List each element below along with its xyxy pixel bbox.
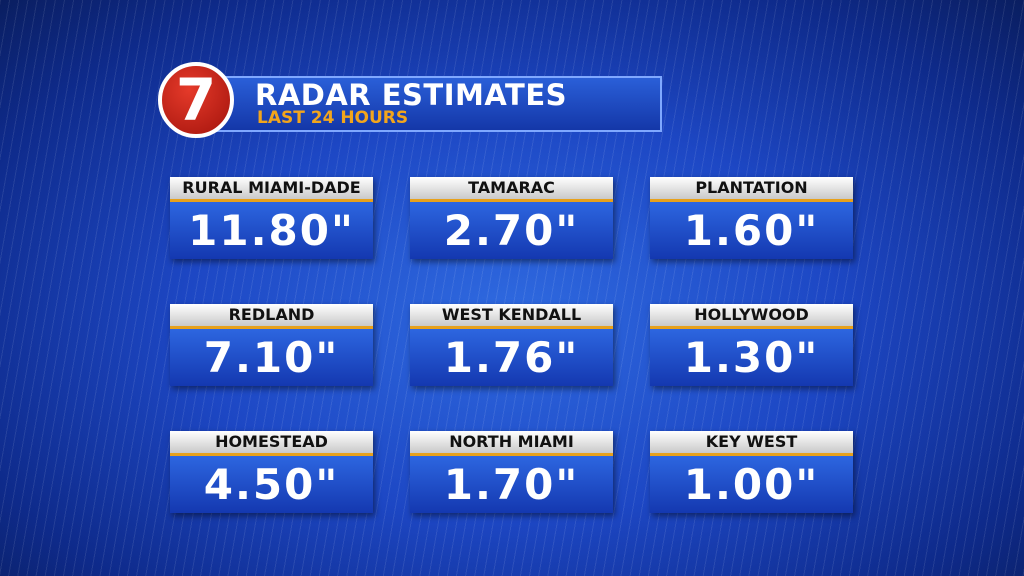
- location-name: PLANTATION: [650, 177, 853, 202]
- location-name: REDLAND: [170, 304, 373, 329]
- location-name: KEY WEST: [650, 431, 853, 456]
- location-tile: HOMESTEAD 4.50": [170, 431, 373, 513]
- rain-amount: 11.80": [170, 202, 373, 259]
- location-name: RURAL MIAMI-DADE: [170, 177, 373, 202]
- location-tile: HOLLYWOOD 1.30": [650, 304, 853, 386]
- title: RADAR ESTIMATES: [255, 78, 568, 112]
- location-tile: RURAL MIAMI-DADE 11.80": [170, 177, 373, 259]
- location-tile: NORTH MIAMI 1.70": [410, 431, 613, 513]
- rain-amount: 1.76": [410, 329, 613, 386]
- rain-amount: 1.70": [410, 456, 613, 513]
- rain-amount: 2.70": [410, 202, 613, 259]
- location-name: HOLLYWOOD: [650, 304, 853, 329]
- location-tile: WEST KENDALL 1.76": [410, 304, 613, 386]
- rain-amount: 1.60": [650, 202, 853, 259]
- location-tile: REDLAND 7.10": [170, 304, 373, 386]
- header-bar: [190, 76, 662, 132]
- location-tile: KEY WEST 1.00": [650, 431, 853, 513]
- location-name: WEST KENDALL: [410, 304, 613, 329]
- station-logo: 7: [158, 62, 234, 138]
- location-name: HOMESTEAD: [170, 431, 373, 456]
- location-name: NORTH MIAMI: [410, 431, 613, 456]
- location-tile: TAMARAC 2.70": [410, 177, 613, 259]
- rain-amount: 1.30": [650, 329, 853, 386]
- subtitle: LAST 24 HOURS: [257, 108, 409, 128]
- location-tile: PLANTATION 1.60": [650, 177, 853, 259]
- rain-amount: 4.50": [170, 456, 373, 513]
- rain-amount: 1.00": [650, 456, 853, 513]
- rain-amount: 7.10": [170, 329, 373, 386]
- location-name: TAMARAC: [410, 177, 613, 202]
